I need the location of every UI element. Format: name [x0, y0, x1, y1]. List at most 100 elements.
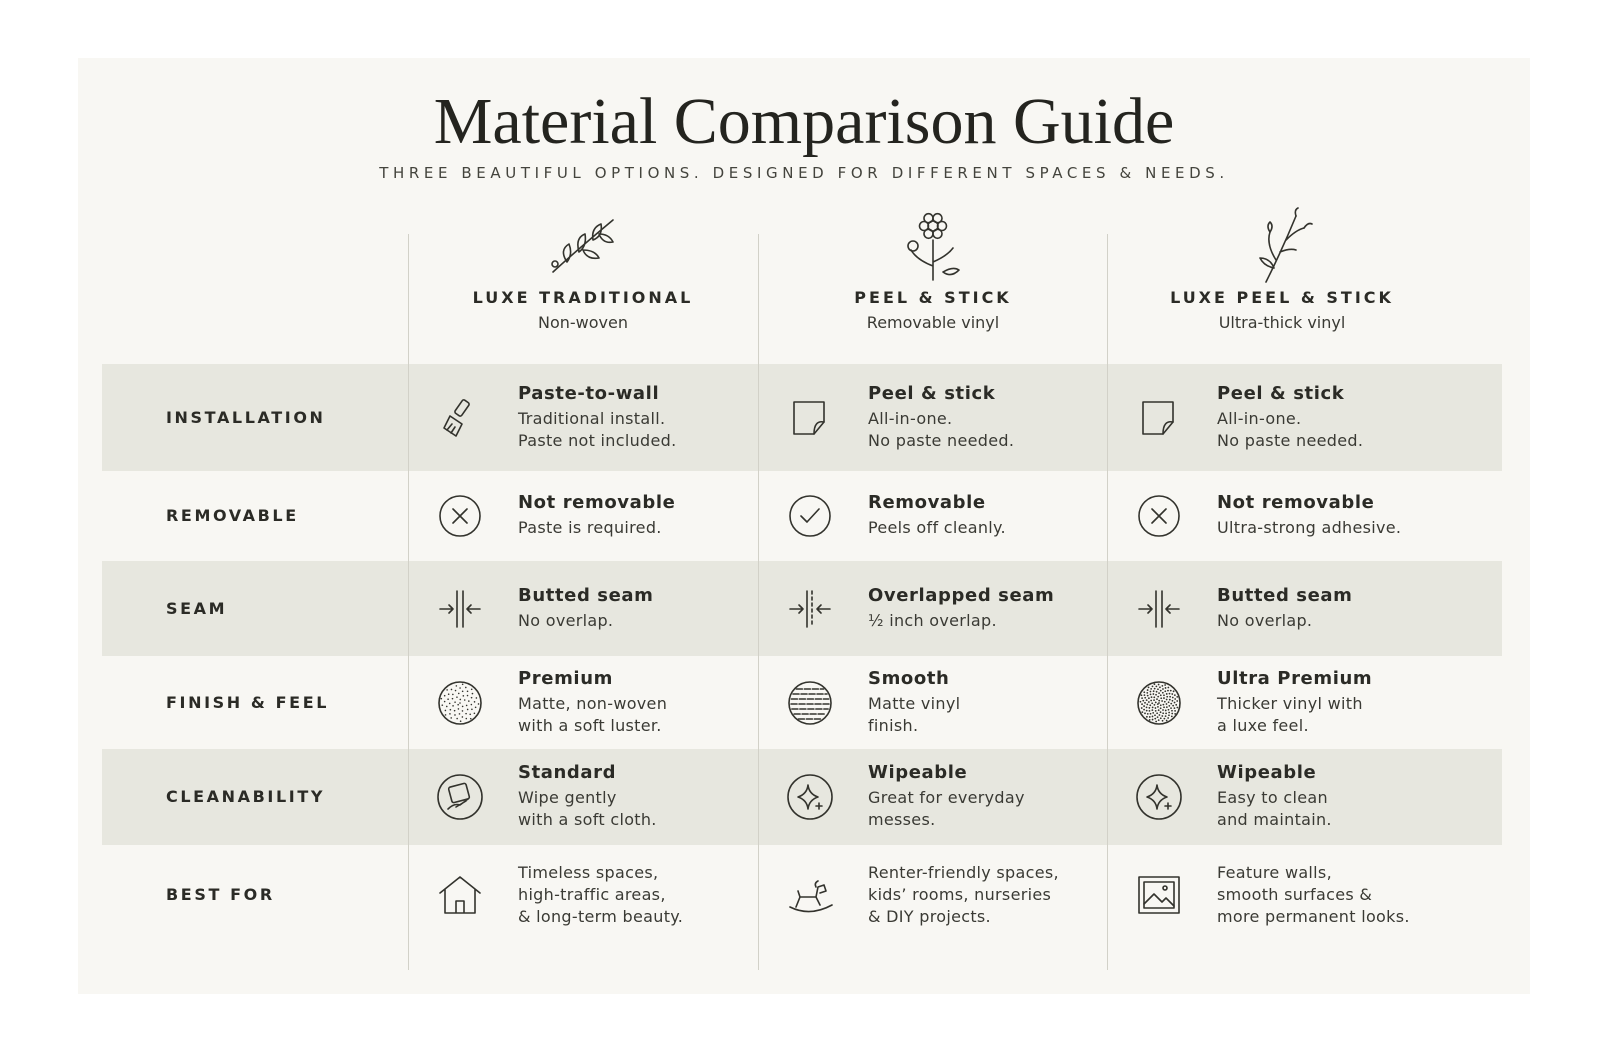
cell-line: ½ inch overlap.	[868, 610, 997, 630]
cell-icon	[1138, 495, 1180, 537]
column-header: PEEL & STICK Removable vinyl	[758, 204, 1108, 332]
cell-line: smooth surfaces &	[1217, 885, 1373, 904]
cell-text: Peel & stick All-in-one. No paste needed.	[868, 383, 1014, 452]
cell-heading: Standard	[518, 762, 617, 783]
cell-icon	[439, 876, 481, 914]
cell-heading: Premium	[518, 667, 613, 689]
cell-text: Not removable Paste is required.	[518, 492, 675, 539]
cell-text: Feature walls, smooth surfaces & more perm…	[1217, 862, 1410, 928]
cell-line: & DIY projects.	[868, 907, 991, 926]
cell: Peel & stick All-in-one. No paste needed.	[758, 383, 1098, 453]
row-label: SEAM	[166, 598, 228, 618]
cell-line: with a soft cloth.	[518, 810, 657, 829]
cell-icon	[787, 774, 833, 820]
cell-text: Peel & stick All-in-one. No paste needed.	[1217, 383, 1363, 452]
cell-text: Removable Peels off cleanly.	[868, 492, 1006, 539]
cell-icon	[439, 495, 481, 537]
cell-text: Ultra Premium Thicker vinyl with a luxe fe…	[1217, 668, 1372, 737]
column-name: PEEL & STICK	[854, 288, 1012, 307]
cell-line: Wipe gently	[518, 788, 617, 807]
cell-line: & long-term beauty.	[518, 907, 684, 926]
cell-line: Matte, non-woven	[518, 693, 668, 713]
cell: Paste-to-wall Traditional install. Paste n…	[408, 383, 748, 453]
cell: Standard Wipe gently with a soft cloth.	[408, 762, 748, 832]
cell-text: Paste-to-wall Traditional install. Paste n…	[518, 383, 676, 452]
card: Material Comparison Guide THREE BEAUTIFU…	[78, 58, 1530, 994]
cell-heading: Butted seam	[1217, 584, 1353, 606]
cell-line: Great for everyday	[868, 788, 1025, 807]
cell: Butted seam No overlap.	[408, 585, 748, 633]
cell: Ultra Premium Thicker vinyl with a luxe fe…	[1107, 668, 1447, 738]
cell-line: No paste needed.	[1217, 430, 1364, 450]
cell-line: Matte vinyl	[868, 693, 961, 713]
cell: Feature walls, smooth surfaces & more perm…	[1107, 862, 1447, 928]
sprig-icon	[551, 219, 614, 273]
column-divider	[1107, 234, 1108, 970]
cell-line: No overlap.	[1217, 610, 1313, 630]
cell-line: All-in-one.	[1217, 408, 1302, 428]
cell-line: Paste is required.	[518, 518, 662, 537]
cell-heading: Paste-to-wall	[518, 382, 660, 404]
cell-line: Paste not included.	[518, 430, 677, 450]
cell-icon	[789, 495, 831, 537]
cell-heading: Peel & stick	[868, 382, 996, 404]
column-subtitle: Non-woven	[538, 313, 628, 332]
cell-line: and maintain.	[1217, 810, 1332, 829]
cell-line: Feature walls,	[1217, 863, 1332, 882]
cell-heading: Removable	[868, 492, 986, 513]
cell-line: Easy to clean	[1217, 788, 1328, 807]
cell-line: No overlap.	[518, 610, 614, 630]
column-name: LUXE PEEL & STICK	[1170, 288, 1394, 307]
row-label: FINISH & FEEL	[166, 692, 330, 712]
cell-heading: Wipeable	[868, 762, 968, 783]
cell-heading: Butted seam	[518, 584, 654, 606]
cell-heading: Ultra Premium	[1217, 667, 1373, 689]
cell-text: Butted seam No overlap.	[518, 585, 654, 632]
cell-icon	[788, 680, 832, 725]
cell-text: Premium Matte, non-woven with a soft luste…	[518, 668, 667, 737]
cell-heading: Overlapped seam	[868, 584, 1055, 606]
cell: Timeless spaces, high-traffic areas, & lon…	[408, 862, 748, 928]
cell-line: No paste needed.	[868, 430, 1015, 450]
row-label: BEST FOR	[166, 885, 275, 904]
cell: Wipeable Great for everyday messes.	[758, 762, 1098, 832]
cell: Butted seam No overlap.	[1107, 585, 1447, 633]
cell-heading: Peel & stick	[1217, 382, 1345, 404]
cell-icon	[1137, 680, 1181, 725]
cell-icon	[1138, 589, 1180, 628]
cell-icon	[1136, 774, 1182, 820]
cell-line: more permanent looks.	[1217, 907, 1410, 926]
cell-text: Butted seam No overlap.	[1217, 585, 1353, 632]
cell: Wipeable Easy to clean and maintain.	[1107, 762, 1447, 832]
column-subtitle: Removable vinyl	[866, 313, 1000, 332]
cell-text: Wipeable Great for everyday messes.	[868, 762, 1025, 831]
row-label: REMOVABLE	[166, 506, 299, 525]
cell-heading: Wipeable	[1217, 762, 1317, 783]
cell-icon	[438, 680, 482, 725]
column-header: LUXE TRADITIONAL Non-woven	[408, 204, 758, 332]
cell-line: Renter-friendly spaces,	[868, 863, 1059, 882]
cell-text: Renter-friendly spaces, kids’ rooms, nurs…	[868, 862, 1059, 928]
cell-line: Timeless spaces,	[518, 863, 659, 882]
row-label: CLEANABILITY	[166, 787, 326, 806]
cell: Overlapped seam ½ inch overlap.	[758, 585, 1098, 633]
column-divider	[758, 234, 759, 970]
cell-heading: Not removable	[518, 492, 676, 513]
row-band	[102, 749, 1502, 845]
cell-line: Ultra-strong adhesive.	[1217, 518, 1402, 537]
column-divider	[408, 234, 409, 970]
cell-line: Peels off cleanly.	[868, 518, 1006, 537]
cell-text: Overlapped seam ½ inch overlap.	[868, 585, 1054, 632]
cell-icon	[437, 774, 483, 820]
cell-icon	[789, 589, 831, 628]
cell-text: Smooth Matte vinyl finish.	[868, 668, 960, 737]
cell-heading: Smooth	[868, 667, 950, 689]
row-band	[102, 364, 1502, 471]
cell: Premium Matte, non-woven with a soft luste…	[408, 668, 748, 738]
sprig-icon	[907, 212, 960, 281]
cell-line: kids’ rooms, nurseries	[868, 885, 1052, 904]
cell-text: Wipeable Easy to clean and maintain.	[1217, 762, 1332, 831]
row-label: INSTALLATION	[166, 407, 326, 427]
subtitle: THREE BEAUTIFUL OPTIONS. DESIGNED FOR DI…	[379, 164, 1229, 182]
